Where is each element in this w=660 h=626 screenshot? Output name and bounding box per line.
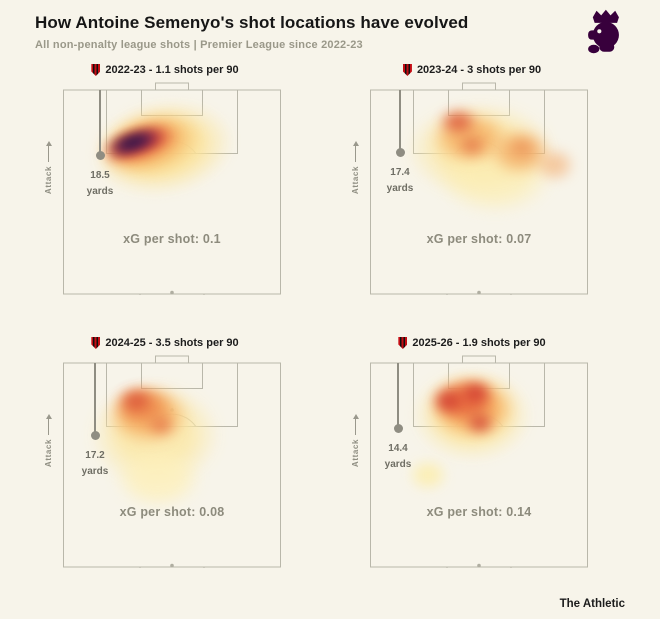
attack-direction: Attack bbox=[351, 141, 360, 195]
panel-title-label: 2022-23 - 1.1 shots per 90 bbox=[105, 64, 239, 76]
center-spot bbox=[477, 290, 481, 295]
page-title: How Antoine Semenyo's shot locations hav… bbox=[35, 13, 469, 32]
xg-per-shot-label: xG per shot: 0.08 bbox=[119, 505, 225, 519]
panel-title: 2024-25 - 3.5 shots per 90 bbox=[40, 337, 290, 349]
bottom-divider bbox=[0, 619, 660, 626]
attack-label: Attack bbox=[351, 166, 360, 195]
lion-eye bbox=[597, 29, 602, 34]
premier-league-logo bbox=[588, 9, 619, 54]
goal bbox=[462, 355, 496, 364]
goal bbox=[155, 82, 189, 91]
panel-title-label: 2024-25 - 3.5 shots per 90 bbox=[105, 337, 239, 349]
shot-heatmap bbox=[63, 363, 281, 567]
page-subtitle: All non-penalty league shots | Premier L… bbox=[35, 39, 363, 51]
panel-title-label: 2023-24 - 3 shots per 90 bbox=[416, 64, 542, 76]
attack-label: Attack bbox=[44, 439, 53, 468]
attack-direction: Attack bbox=[44, 414, 53, 468]
attack-direction: Attack bbox=[44, 141, 53, 195]
goal bbox=[155, 355, 189, 364]
shot-heatmap bbox=[370, 363, 588, 567]
attack-arrow-icon bbox=[45, 414, 52, 435]
shot-heatmap bbox=[63, 90, 281, 294]
bournemouth-crest-icon bbox=[91, 337, 101, 349]
goal bbox=[462, 82, 496, 91]
attack-arrow-icon bbox=[45, 141, 52, 162]
panel-2023-24: 2023-24 - 3 shots per 90 17.4 yards Atta… bbox=[347, 58, 597, 330]
heat-blob bbox=[462, 409, 498, 437]
publisher-brand: The Athletic bbox=[559, 598, 625, 610]
attack-label: Attack bbox=[351, 439, 360, 468]
xg-per-shot-label: xG per shot: 0.07 bbox=[426, 232, 532, 246]
heat-blob bbox=[454, 131, 490, 159]
panel-2024-25: 2024-25 - 3.5 shots per 90 17.2 yards At… bbox=[40, 331, 290, 603]
xg-per-shot-label: xG per shot: 0.1 bbox=[123, 232, 221, 246]
attack-label: Attack bbox=[44, 166, 53, 195]
center-spot bbox=[170, 290, 174, 295]
panel-title: 2022-23 - 1.1 shots per 90 bbox=[40, 64, 290, 76]
panel-title: 2025-26 - 1.9 shots per 90 bbox=[347, 337, 597, 349]
center-spot bbox=[477, 563, 481, 568]
heat-blob bbox=[143, 412, 179, 438]
panel-title: 2023-24 - 3 shots per 90 bbox=[347, 64, 597, 76]
attack-arrow-icon bbox=[352, 414, 359, 435]
attack-direction: Attack bbox=[351, 414, 360, 468]
bournemouth-crest-icon bbox=[398, 337, 408, 349]
heat-blob bbox=[114, 385, 158, 417]
heat-blob bbox=[529, 143, 581, 187]
bournemouth-crest-icon bbox=[402, 64, 412, 76]
panel-title-label: 2025-26 - 1.9 shots per 90 bbox=[412, 337, 546, 349]
heat-blob bbox=[456, 378, 496, 408]
attack-arrow-icon bbox=[352, 141, 359, 162]
center-spot bbox=[170, 563, 174, 568]
panel-2022-23: 2022-23 - 1.1 shots per 90 18.5 yards At… bbox=[40, 58, 290, 330]
heat-blob bbox=[402, 454, 454, 496]
bournemouth-crest-icon bbox=[91, 64, 101, 76]
xg-per-shot-label: xG per shot: 0.14 bbox=[426, 505, 532, 519]
panel-2025-26: 2025-26 - 1.9 shots per 90 14.4 yards At… bbox=[347, 331, 597, 603]
shot-heatmap bbox=[370, 90, 588, 294]
